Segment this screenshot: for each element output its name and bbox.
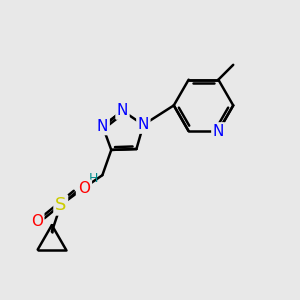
Text: O: O xyxy=(31,214,43,229)
Text: N: N xyxy=(97,119,108,134)
Text: N: N xyxy=(213,124,224,139)
Text: N: N xyxy=(117,103,128,118)
Text: H: H xyxy=(89,172,98,184)
Text: O: O xyxy=(79,181,91,196)
Text: N: N xyxy=(77,182,89,197)
Text: N: N xyxy=(138,117,149,132)
Text: S: S xyxy=(55,196,66,214)
